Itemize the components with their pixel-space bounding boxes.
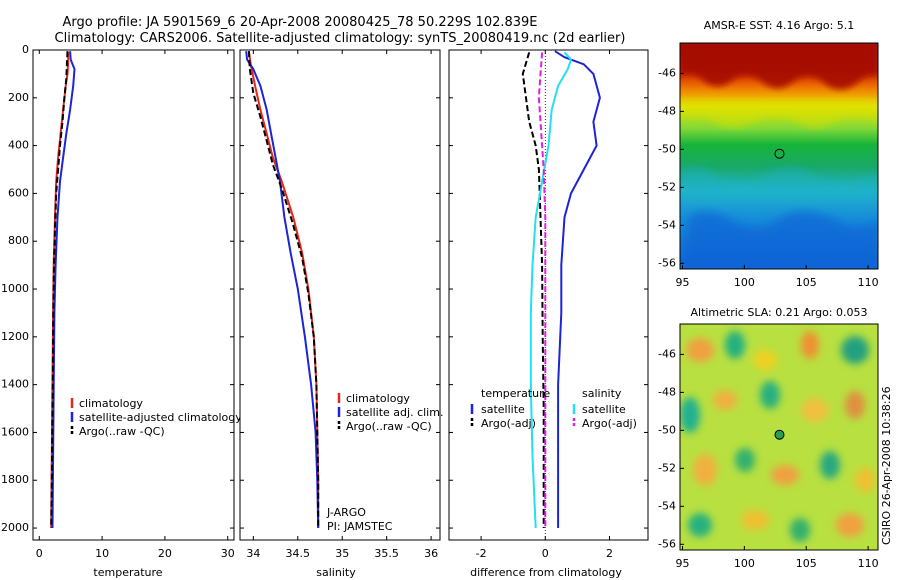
argo-location-marker — [774, 148, 785, 159]
y-tick-label: 800 — [8, 234, 29, 247]
legend-label-argo-raw: Argo(..raw -QC) — [79, 425, 165, 438]
y-tick-label: 0 — [22, 43, 29, 56]
temperature-panel: 0 10 20 30 0 200 400 600 800 1000 1200 1400 1600 1800… — [1, 43, 242, 579]
x-tick-label: 10 — [95, 547, 109, 560]
sst-map-axes-box — [679, 42, 879, 270]
x-tick-label: 100 — [734, 557, 755, 570]
salinity-axes-box — [239, 49, 441, 541]
legend-label-climatology: climatology — [346, 392, 410, 405]
y-tick-label: -50 — [658, 423, 676, 436]
sla-map-panel: Altimetric SLA: 0.21 Argo: 0.053 — [658, 306, 879, 570]
sla-map-title: Altimetric SLA: 0.21 Argo: 0.053 — [690, 306, 867, 319]
x-tick-label: 0 — [542, 547, 549, 560]
sst-map-panel: AMSR-E SST: 4.16 Argo: 5.1 95 100 105 110 -4… — [658, 19, 879, 289]
x-tick-label: 100 — [734, 276, 755, 289]
legend-label-argo-raw: Argo(..raw -QC) — [346, 420, 432, 433]
x-tick-label: 110 — [858, 557, 879, 570]
x-tick-label: 95 — [675, 276, 689, 289]
y-tick-label: 1400 — [1, 378, 29, 391]
difference-legend: temperature satellite Argo(-adj) salinit… — [470, 387, 637, 430]
x-tick-label: 110 — [858, 276, 879, 289]
x-tick-label: 2 — [606, 547, 613, 560]
figure-title-line1: Argo profile: JA 5901569_6 20-Apr-2008 2… — [62, 15, 537, 30]
x-tick-label: 34 — [246, 547, 260, 560]
legend-label-sal-argo-adj: Argo(-adj) — [582, 417, 637, 430]
argo-location-marker — [774, 429, 785, 440]
y-tick-label: -56 — [658, 256, 676, 269]
legend-label-sal-satellite: satellite — [582, 403, 626, 416]
y-tick-label: -56 — [658, 537, 676, 550]
x-tick-label: -2 — [476, 547, 487, 560]
y-tick-label: -46 — [658, 347, 676, 360]
series-line-argo-raw-qc — [247, 51, 320, 528]
x-tick-label: 20 — [158, 547, 172, 560]
y-tick-label: -50 — [658, 142, 676, 155]
y-tick-label: -54 — [658, 499, 676, 512]
x-tick-label: 95 — [675, 557, 689, 570]
temperature-legend: climatology satellite-adjusted climatolo… — [70, 397, 242, 438]
y-tick-label: 1000 — [1, 282, 29, 295]
sst-map-title: AMSR-E SST: 4.16 Argo: 5.1 — [704, 19, 855, 32]
y-tick-label: -46 — [658, 66, 676, 79]
credit-timestamp: CSIRO 26-Apr-2008 10:38:26 — [880, 386, 893, 545]
legend-label-temp-argo-adj: Argo(-adj) — [481, 417, 536, 430]
figure-title-line2: Climatology: CARS2006. Satellite-adjuste… — [55, 31, 626, 46]
x-tick-label: 30 — [221, 547, 235, 560]
y-tick-label: -52 — [658, 180, 676, 193]
legend-title-salinity: salinity — [582, 387, 622, 400]
y-tick-label: 400 — [8, 139, 29, 152]
series-line-satellite-adjusted-climatology — [51, 51, 76, 529]
y-tick-label: -48 — [658, 104, 676, 117]
y-tick-label: 600 — [8, 186, 29, 199]
x-tick-label: 36 — [424, 547, 438, 560]
legend-label-temp-satellite: satellite — [481, 403, 525, 416]
series-line-argo-raw-qc — [50, 51, 69, 529]
legend-label-climatology: climatology — [79, 397, 143, 410]
legend-label-satellite-adjusted: satellite-adjusted climatology — [79, 411, 242, 424]
x-tick-label: 105 — [796, 557, 817, 570]
series-line-satellite-adj-clim — [245, 51, 320, 529]
x-tick-label: 0 — [36, 547, 43, 560]
sla-map-axes-box — [679, 323, 879, 551]
salinity-xlabel: salinity — [316, 566, 356, 579]
series-line-salinity-satellite — [529, 51, 572, 529]
y-tick-label: 1800 — [1, 473, 29, 486]
y-tick-label: 1600 — [1, 425, 29, 438]
y-tick-label: -48 — [658, 385, 676, 398]
difference-xlabel: difference from climatology — [470, 566, 622, 579]
legend-title-temperature: temperature — [481, 387, 550, 400]
y-tick-label: 2000 — [1, 521, 29, 534]
temperature-xlabel: temperature — [93, 566, 162, 579]
series-line-temperature-satellite — [554, 50, 601, 528]
x-tick-label: 105 — [796, 276, 817, 289]
series-line-salinity-argo-adj — [537, 52, 547, 528]
difference-axes-box — [448, 49, 649, 541]
x-tick-label: 34.5 — [286, 547, 311, 560]
legend-label-satellite-adj: satellite adj. clim. — [346, 406, 443, 419]
y-tick-label: -54 — [658, 218, 676, 231]
difference-panel: -2 0 2 difference from climatology tempera… — [448, 49, 649, 579]
x-tick-label: 35.5 — [374, 547, 399, 560]
y-tick-label: 200 — [8, 91, 29, 104]
series-line-temperature-argo-adj — [521, 52, 545, 528]
salinity-panel: 34 34.5 35 35.5 36 salinity climatology sate… — [239, 49, 443, 579]
float-program: J-ARGO — [326, 506, 366, 519]
y-tick-label: 1200 — [1, 330, 29, 343]
y-tick-label: -52 — [658, 461, 676, 474]
salinity-legend: climatology satellite adj. clim. Argo(..… — [337, 392, 443, 433]
sst-field — [680, 43, 878, 269]
x-tick-label: 35 — [335, 547, 349, 560]
float-pi: PI: JAMSTEC — [327, 520, 393, 533]
